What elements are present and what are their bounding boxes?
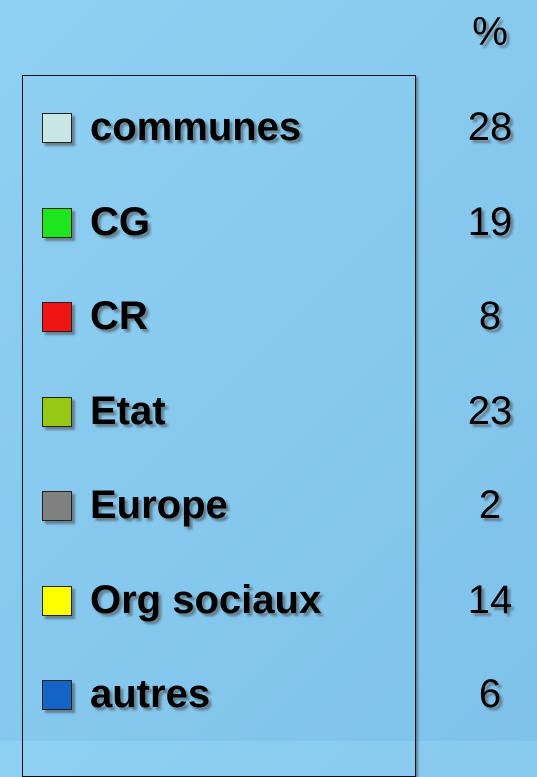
swatch — [42, 491, 72, 521]
legend-label: Europe — [90, 483, 228, 527]
legend-label: Etat — [90, 388, 166, 433]
legend-label: autres — [90, 672, 211, 716]
legend-label: CG — [90, 199, 150, 244]
legend-label: CR — [90, 294, 148, 338]
percent-header: % — [472, 10, 508, 54]
swatch — [42, 302, 72, 332]
percent-value: 19 — [467, 199, 513, 244]
percent-value: 2 — [478, 483, 502, 527]
legend-label: Org sociaux — [90, 577, 322, 622]
swatch — [42, 396, 72, 427]
percent-value: 14 — [467, 577, 513, 622]
percent-value: 8 — [478, 294, 502, 338]
swatch — [42, 585, 72, 616]
legend-box — [22, 75, 416, 777]
percent-value: 28 — [467, 105, 513, 149]
swatch — [42, 207, 72, 238]
percent-value: 23 — [467, 388, 513, 433]
legend-label: communes — [90, 105, 302, 149]
percent-value: 6 — [478, 672, 502, 716]
swatch — [42, 113, 72, 143]
swatch — [42, 680, 72, 710]
